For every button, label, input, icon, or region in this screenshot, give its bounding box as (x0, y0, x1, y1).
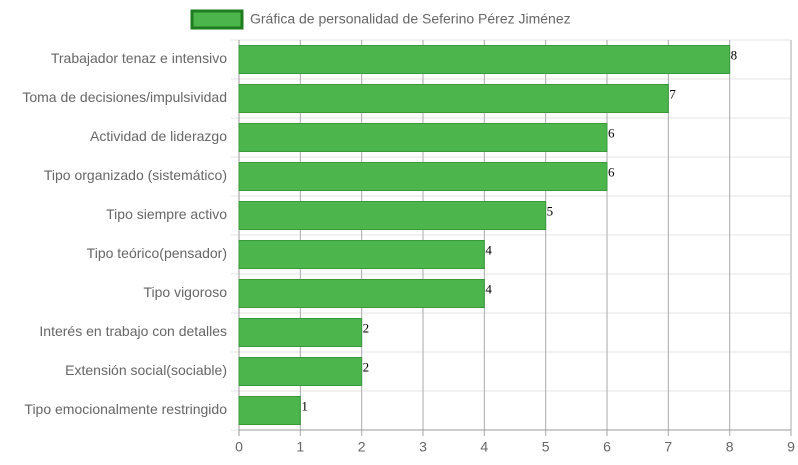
value-label: 7 (669, 86, 676, 101)
value-label: 1 (301, 398, 308, 413)
legend-label: Gráfica de personalidad de Seferino Pére… (250, 11, 571, 27)
y-tick-label: Trabajador tenaz e intensivo (51, 50, 227, 66)
value-label: 2 (363, 320, 370, 335)
bar (238, 162, 608, 191)
value-label: 4 (485, 242, 492, 257)
value-label: 4 (485, 281, 492, 296)
x-tick-label: 5 (542, 439, 550, 455)
legend-swatch (190, 9, 244, 30)
bar (238, 45, 731, 74)
y-tick-label: Toma de decisiones/impulsividad (22, 89, 227, 105)
bar (238, 357, 363, 386)
value-label: 5 (547, 203, 554, 218)
x-tick-label: 7 (664, 439, 672, 455)
value-label: 2 (363, 359, 370, 374)
bar (238, 84, 669, 113)
bar (238, 123, 608, 152)
y-tick-label: Tipo siempre activo (106, 206, 227, 222)
x-tick-label: 8 (726, 439, 734, 455)
bar (238, 201, 547, 230)
value-label: 6 (608, 125, 615, 140)
x-tick-label: 2 (358, 439, 366, 455)
y-tick-label: Extensión social(sociable) (65, 362, 227, 378)
x-tick-label: 3 (419, 439, 427, 455)
y-tick-label: Tipo emocionalmente restringido (24, 401, 227, 417)
x-tick-label: 6 (603, 439, 611, 455)
x-tick-label: 4 (480, 439, 488, 455)
bar (238, 240, 485, 269)
x-tick-label: 0 (235, 439, 243, 455)
bar (238, 396, 301, 425)
y-tick-label: Tipo organizado (sistemático) (44, 167, 227, 183)
x-tick-label: 1 (296, 439, 304, 455)
y-tick-label: Actividad de liderazgo (90, 128, 227, 144)
x-tick-label: 9 (787, 439, 795, 455)
bar (238, 279, 485, 308)
y-tick-label: Interés en trabajo con detalles (39, 323, 227, 339)
value-label: 6 (608, 164, 615, 179)
value-label: 8 (731, 47, 738, 62)
bar (238, 318, 363, 347)
y-tick-label: Tipo vigoroso (143, 284, 227, 300)
y-tick-label: Tipo teórico(pensador) (87, 245, 227, 261)
